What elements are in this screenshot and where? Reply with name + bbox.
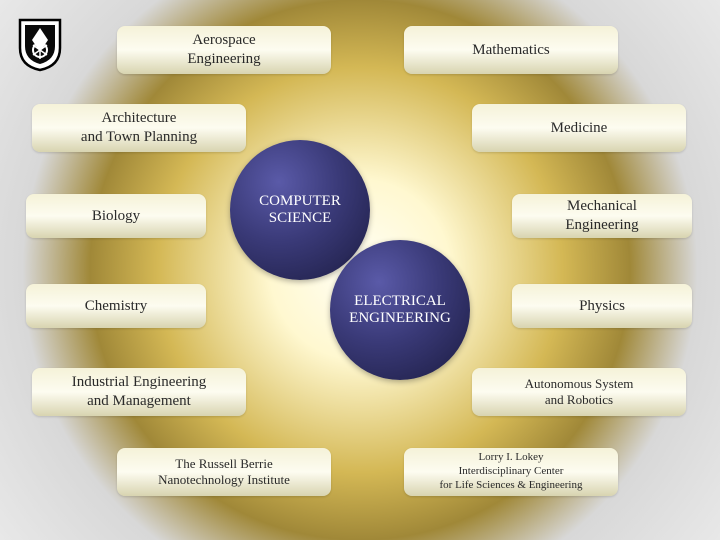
dept-pill-archplan: Architecture and Town Planning <box>32 104 246 152</box>
dept-pill-autorobot: Autonomous System and Robotics <box>472 368 686 416</box>
dept-pill-label: Industrial Engineering and Management <box>72 373 207 411</box>
dept-pill-label: Biology <box>92 207 140 226</box>
dept-pill-label: Autonomous System and Robotics <box>525 376 634 409</box>
center-circle-ee: ELECTRICAL ENGINEERING <box>330 240 470 380</box>
dept-pill-label: Lorry I. Lokey Interdisciplinary Center … <box>440 451 583 492</box>
dept-pill-biology: Biology <box>26 194 206 238</box>
dept-pill-berrie: The Russell Berrie Nanotechnology Instit… <box>117 448 331 496</box>
center-circle-label: COMPUTER SCIENCE <box>259 193 341 227</box>
dept-pill-medicine: Medicine <box>472 104 686 152</box>
dept-pill-label: Mathematics <box>472 41 549 60</box>
dept-pill-chemistry: Chemistry <box>26 284 206 328</box>
dept-pill-label: Physics <box>579 297 625 316</box>
dept-pill-indeng: Industrial Engineering and Management <box>32 368 246 416</box>
dept-pill-label: Chemistry <box>85 297 148 316</box>
dept-pill-label: Medicine <box>551 119 608 138</box>
logo-shield-icon <box>18 18 62 72</box>
dept-pill-physics: Physics <box>512 284 692 328</box>
dept-pill-label: The Russell Berrie Nanotechnology Instit… <box>158 456 290 489</box>
dept-pill-label: Mechanical Engineering <box>565 197 638 235</box>
dept-pill-mathematics: Mathematics <box>404 26 618 74</box>
dept-pill-lokey: Lorry I. Lokey Interdisciplinary Center … <box>404 448 618 496</box>
center-circle-label: ELECTRICAL ENGINEERING <box>349 293 451 327</box>
dept-pill-aerospace: Aerospace Engineering <box>117 26 331 74</box>
center-circle-cs: COMPUTER SCIENCE <box>230 140 370 280</box>
dept-pill-mecheng: Mechanical Engineering <box>512 194 692 238</box>
dept-pill-label: Architecture and Town Planning <box>81 109 197 147</box>
dept-pill-label: Aerospace Engineering <box>187 31 260 69</box>
